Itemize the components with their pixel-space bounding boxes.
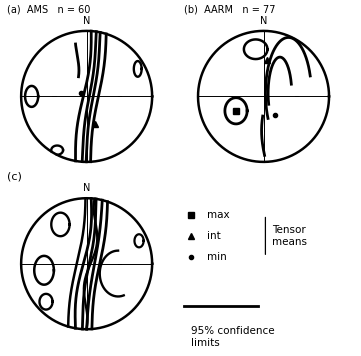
Text: Tensor
means: Tensor means: [273, 225, 308, 247]
Text: min: min: [207, 252, 227, 262]
Text: N: N: [83, 183, 90, 193]
Text: int: int: [207, 231, 221, 241]
Text: N: N: [83, 16, 90, 26]
Text: N: N: [260, 16, 267, 26]
Text: (a)  AMS   n = 60: (a) AMS n = 60: [7, 5, 90, 15]
Text: (b)  AARM   n = 77: (b) AARM n = 77: [184, 5, 275, 15]
Text: max: max: [207, 210, 230, 220]
Text: 95% confidence
limits: 95% confidence limits: [191, 326, 275, 349]
Text: (c): (c): [7, 172, 22, 182]
